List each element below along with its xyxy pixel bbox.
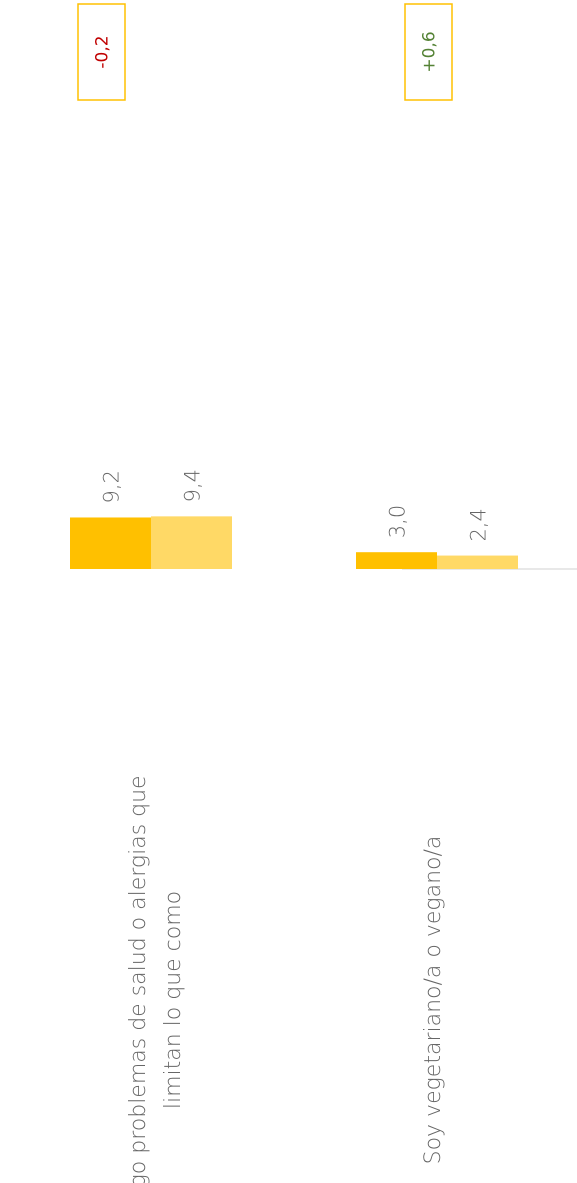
value-labels-group: 9,2 9,4 3,0 2,4 — [100, 469, 491, 542]
bar-cat1-series0 — [356, 552, 437, 569]
value-label-cat1-series0: 3,0 — [386, 505, 410, 538]
difference-box-0 — [77, 3, 126, 101]
value-label-cat0-series0: 9,2 — [100, 470, 124, 503]
bar-cat0-series1 — [151, 516, 232, 569]
bar-cat1-series1 — [437, 555, 518, 569]
category-label-1-line-0: Soy vegetariano/a o vegano/a — [421, 836, 446, 1165]
bars-group — [70, 516, 518, 569]
difference-value-0: -0,2 — [93, 35, 113, 68]
value-label-cat0-series1: 9,4 — [181, 469, 205, 502]
category-label-0-line-1: limitan lo que como — [161, 891, 186, 1109]
difference-boxes-group: -0,2 +0,6 — [77, 3, 453, 101]
category-labels-group: Tengo problemas de salud o alergias que l… — [126, 775, 446, 1183]
category-label-0-line-0: Tengo problemas de salud o alergias que — [126, 775, 151, 1183]
bar-cat0-series0 — [70, 517, 151, 569]
difference-value-1: +0,6 — [420, 31, 440, 72]
difference-box-1 — [404, 3, 453, 101]
value-label-cat1-series1: 2,4 — [467, 508, 491, 541]
